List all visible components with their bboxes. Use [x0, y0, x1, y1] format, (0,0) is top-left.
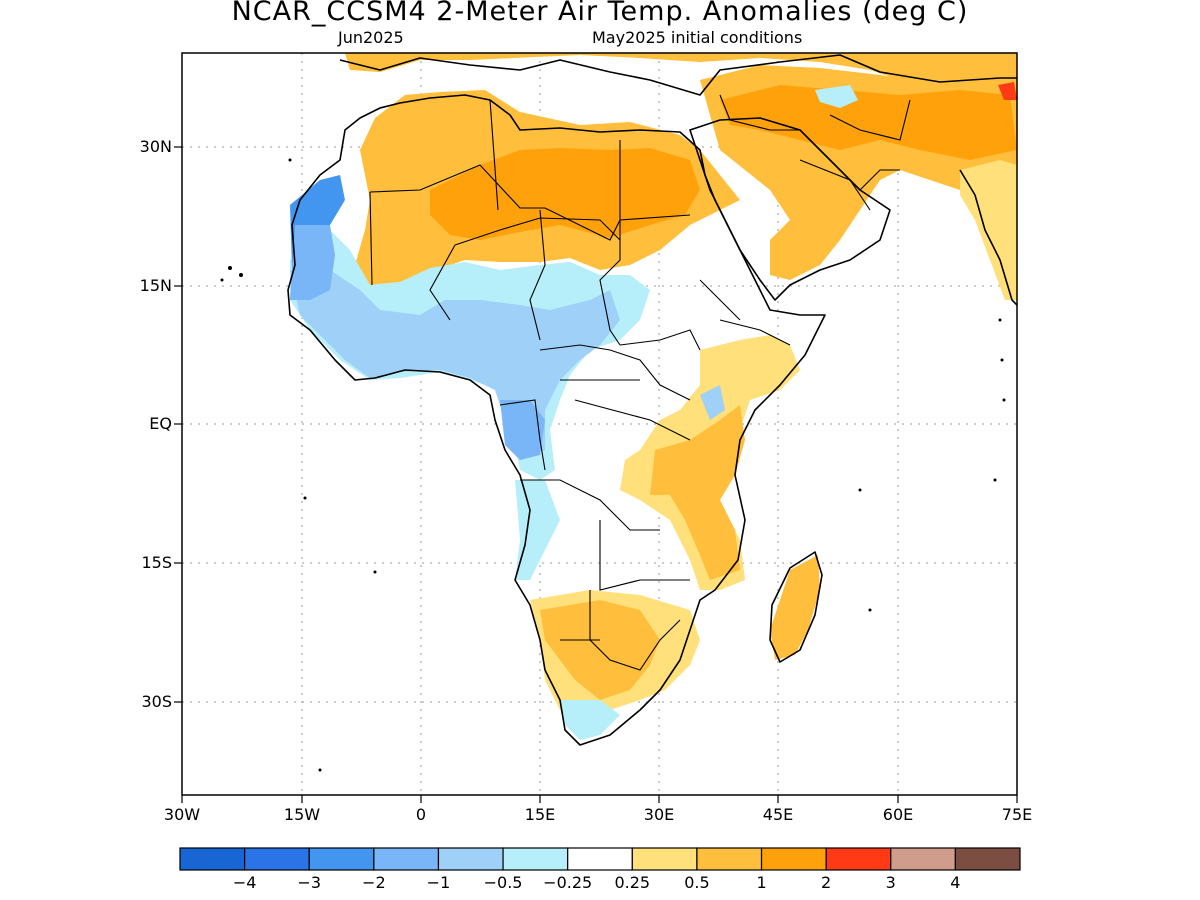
anomaly-region-gabon: [500, 400, 545, 460]
colorbar-label: 4: [950, 873, 961, 892]
colorbar-swatch: [954, 847, 1021, 871]
lon-tick-label: 30W: [163, 805, 201, 824]
lat-tick-label: 30N: [139, 137, 172, 156]
anomaly-region-angola: [515, 480, 560, 580]
anomaly-region-sahel-core: [290, 270, 620, 455]
anomaly-region-madagascar: [770, 555, 820, 660]
colorbar-label: 0.5: [684, 873, 710, 892]
colorbar-swatch: [437, 847, 504, 871]
anomaly-region-senegal-core: [290, 225, 335, 300]
anomaly-field: [290, 53, 1017, 740]
colorbar-swatch: [825, 847, 892, 871]
colorbar-swatch: [502, 847, 569, 871]
africa-coastline: [287, 94, 826, 746]
anomaly-region-india-edge: [960, 160, 1017, 300]
islands: [220, 158, 1006, 772]
colorbar-swatch: [890, 847, 956, 871]
colorbar-label: −3: [297, 873, 322, 892]
colorbar-label: 0.25: [614, 873, 651, 892]
anomaly-region-med-cool: [815, 85, 858, 108]
lon-tick-label: 75E: [1001, 805, 1033, 824]
colorbar-swatch: [760, 847, 827, 871]
lat-tick-label: 15N: [139, 276, 172, 295]
lon-tick-label: 30E: [643, 805, 675, 824]
colorbar-swatch: [567, 847, 633, 871]
madagascar-coastline: [769, 551, 823, 663]
colorbar-label: 2: [821, 873, 832, 892]
anomaly-region-europe: [345, 53, 1017, 100]
coastlines: [287, 54, 1017, 746]
colorbar-label: −4: [232, 873, 257, 892]
colorbar: [179, 847, 1021, 871]
lon-tick-label: 15E: [524, 805, 556, 824]
colorbar-swatch: [179, 847, 246, 871]
lat-tick-label: 30S: [141, 692, 172, 711]
arabia-coastline: [689, 117, 891, 301]
lat-tick-label: 15S: [141, 553, 172, 572]
colorbar-label: 1: [756, 873, 767, 892]
initial-conditions: May2025 initial conditions: [592, 28, 803, 47]
colorbar-label: −0.25: [543, 873, 593, 892]
lat-tick-label: EQ: [149, 414, 172, 433]
colorbar-swatch: [244, 847, 310, 871]
lon-tick-label: 0: [415, 805, 427, 824]
colorbar-swatch: [631, 847, 698, 871]
colorbar-label: −1: [426, 873, 451, 892]
anomaly-region-east-africa-core: [650, 405, 745, 580]
colorbar-label: 3: [885, 873, 896, 892]
lon-tick-label: 15W: [283, 805, 321, 824]
colorbar-label: −0.5: [483, 873, 523, 892]
colorbar-swatch: [696, 847, 763, 871]
forecast-month: Jun2025: [338, 28, 404, 47]
axis-ticks: [174, 146, 1018, 803]
lon-tick-label: 45E: [762, 805, 794, 824]
map-title: NCAR_CCSM4 2-Meter Air Temp. Anomalies (…: [231, 0, 969, 27]
anomaly-region-sahara-core: [430, 148, 700, 240]
anomaly-region-cape: [560, 700, 620, 740]
anomaly-hotspot: [998, 82, 1017, 100]
lon-tick-label: 60E: [882, 805, 914, 824]
anomaly-region-lake-victoria: [700, 385, 725, 420]
colorbar-swatch: [373, 847, 440, 871]
anomaly-region-arabia-core: [720, 85, 1017, 160]
colorbar-swatch: [308, 847, 375, 871]
colorbar-label: −2: [362, 873, 386, 892]
country-borders: [369, 94, 911, 671]
india-coastline: [959, 169, 1017, 306]
europe-coastline: [339, 54, 1017, 96]
